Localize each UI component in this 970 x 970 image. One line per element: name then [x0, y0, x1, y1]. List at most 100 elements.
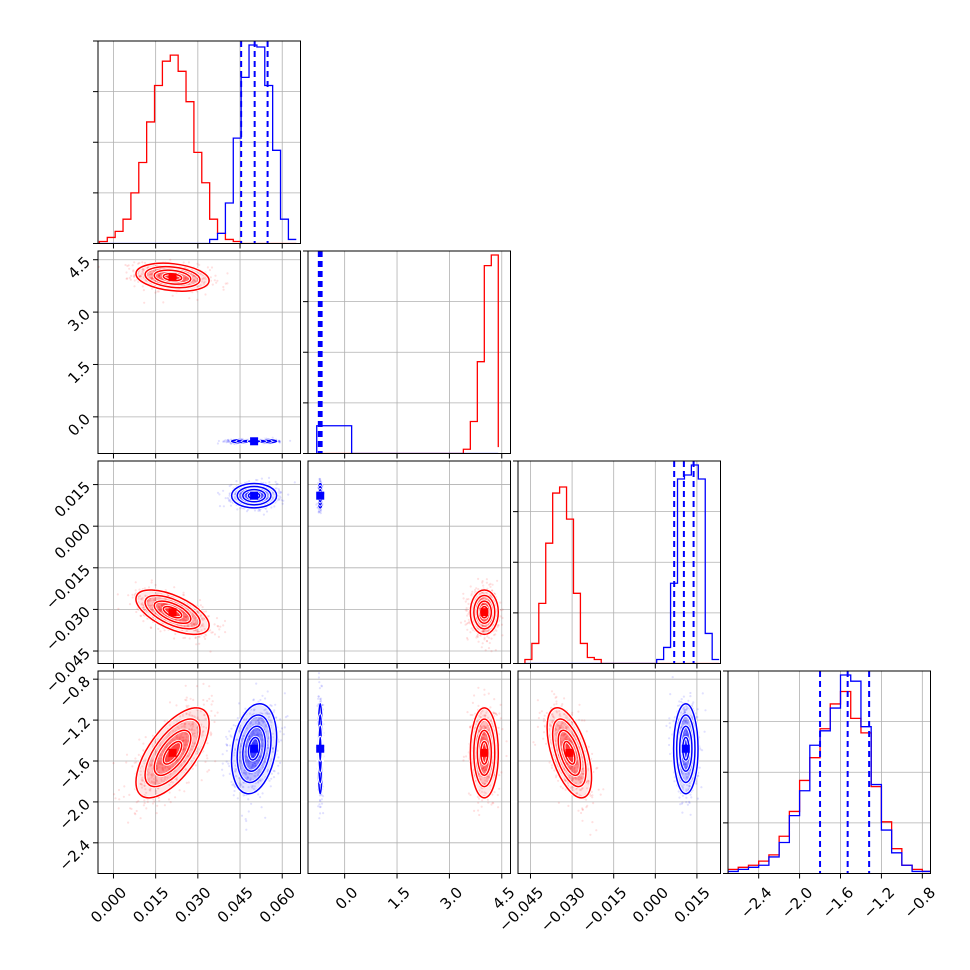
sample-point: [186, 739, 189, 743]
sample-point: [205, 754, 208, 757]
sample-point: [181, 739, 184, 742]
sample-point: [201, 732, 204, 735]
sample-point: [265, 510, 269, 513]
sample-point: [261, 494, 264, 497]
sample-point: [465, 622, 468, 625]
sample-point: [156, 604, 159, 607]
sample-point: [193, 624, 196, 627]
sample-point: [141, 270, 144, 274]
sample-point: [198, 635, 201, 638]
sample-point: [193, 622, 196, 625]
sample-point: [185, 615, 188, 619]
sample-point: [161, 766, 164, 769]
sample-point: [200, 779, 203, 782]
sample-point: [319, 479, 322, 482]
sample-point: [142, 606, 145, 610]
sample-point: [463, 620, 467, 623]
sample-point: [132, 269, 135, 272]
hist-panel-3: [723, 670, 931, 879]
sample-point: [156, 804, 159, 807]
sample-point: [210, 732, 213, 736]
sample-point: [477, 577, 480, 581]
sample-point: [196, 717, 199, 720]
sample-point: [156, 780, 159, 783]
contour-line: [135, 589, 210, 636]
sample-point: [193, 715, 196, 718]
sample-point: [134, 589, 137, 592]
sample-point: [159, 276, 162, 280]
sample-point: [497, 624, 500, 627]
sample-point: [224, 497, 227, 500]
sample-point: [209, 650, 212, 653]
sample-point: [203, 627, 206, 631]
sample-point: [188, 297, 191, 300]
sample-point: [182, 617, 186, 620]
sample-point: [180, 764, 183, 767]
panel-frame: [97, 250, 301, 454]
sample-point: [213, 279, 216, 282]
sample-point: [482, 603, 485, 606]
sample-point: [138, 275, 142, 278]
sample-point: [197, 285, 201, 288]
sample-point: [213, 623, 216, 626]
sample-point: [142, 268, 145, 271]
sample-point: [158, 607, 161, 610]
sample-point: [223, 619, 227, 623]
sample-point: [213, 720, 216, 724]
sample-point: [202, 281, 205, 285]
sample-point: [125, 277, 128, 280]
sample-point: [157, 274, 161, 277]
sample-point: [139, 594, 142, 598]
sample-point: [210, 266, 214, 269]
sample-point: [275, 483, 278, 486]
sample-point: [482, 630, 485, 633]
sample-point: [135, 801, 138, 804]
sample-point: [142, 289, 145, 292]
sample-point: [183, 276, 186, 279]
sample-point: [132, 270, 135, 273]
sample-point: [182, 750, 185, 753]
sample-point: [117, 807, 120, 810]
sample-point: [317, 510, 320, 513]
sample-point: [210, 703, 213, 706]
sample-point: [208, 269, 211, 272]
sample-point: [155, 779, 158, 782]
sample-point: [149, 626, 152, 629]
sample-point: [157, 761, 160, 765]
sample-point: [193, 742, 196, 745]
sample-point: [180, 609, 184, 613]
sample-point: [183, 618, 186, 621]
sample-point: [158, 608, 161, 611]
sample-point: [158, 274, 161, 277]
sample-point: [128, 276, 131, 279]
sample-point: [131, 596, 134, 599]
sample-point: [157, 605, 160, 608]
sample-point: [184, 277, 187, 280]
sample-point: [146, 272, 149, 275]
sample-point: [164, 776, 167, 779]
sample-point: [139, 614, 142, 617]
sample-point: [163, 767, 167, 770]
sample-point: [226, 272, 229, 275]
sample-point: [192, 275, 195, 278]
sample-point: [194, 617, 197, 620]
sample-point: [148, 788, 151, 792]
sample-point: [225, 440, 228, 443]
sample-point: [150, 776, 153, 779]
sample-point: [158, 799, 161, 802]
sample-point: [163, 603, 166, 606]
sample-point: [146, 800, 149, 804]
sample-point: [192, 614, 195, 617]
sample-point: [188, 728, 191, 731]
sample-point: [155, 765, 158, 768]
sample-point: [202, 730, 205, 733]
sample-point: [185, 736, 188, 739]
sample-point: [127, 264, 130, 267]
sample-point: [142, 749, 145, 752]
sample-point: [141, 602, 144, 605]
sample-point: [184, 741, 187, 744]
sample-point: [154, 291, 157, 294]
sample-point: [276, 482, 279, 485]
sample-point: [202, 725, 205, 728]
sample-point: [165, 609, 168, 612]
